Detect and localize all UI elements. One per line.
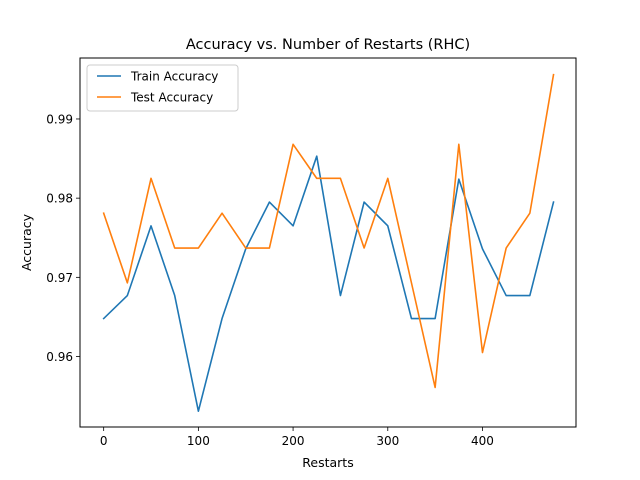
legend-box — [86, 64, 239, 112]
x-tick-label: 400 — [471, 434, 494, 448]
series-line-train-accuracy — [102, 155, 555, 412]
chart-title: Accuracy vs. Number of Restarts (RHC) — [186, 37, 470, 53]
legend: Train Accuracy Test Accuracy — [86, 64, 239, 112]
plot-area: 0 100 200 300 400 0.96 0.97 0.98 0.99 — [46, 73, 555, 448]
axes-frame — [79, 57, 577, 428]
legend-label-train-accuracy: Train Accuracy — [130, 70, 218, 84]
y-tick-label: 0.96 — [46, 350, 73, 364]
y-tick-label: 0.99 — [46, 112, 73, 126]
x-tick-label: 100 — [187, 434, 210, 448]
y-tick-label: 0.98 — [46, 192, 73, 206]
y-tick-label: 0.97 — [46, 271, 73, 285]
series-line-test-accuracy — [102, 73, 555, 389]
x-tick-label: 0 — [100, 434, 108, 448]
x-axis-label: Restarts — [302, 455, 353, 470]
y-axis-label: Accuracy — [19, 213, 34, 271]
x-tick-label: 300 — [376, 434, 399, 448]
x-tick-label: 200 — [282, 434, 305, 448]
legend-label-test-accuracy: Test Accuracy — [130, 91, 213, 105]
